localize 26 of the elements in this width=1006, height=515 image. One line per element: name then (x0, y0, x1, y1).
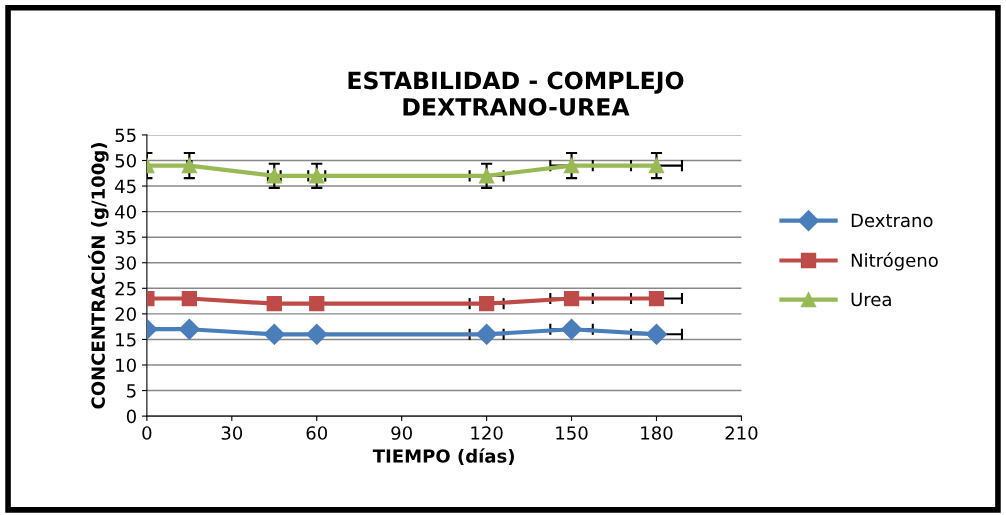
y-tick-label: 5 (127, 384, 136, 398)
y-tick-label: 55 (115, 128, 136, 143)
x-tick-label: 210 (725, 426, 758, 440)
y-tick-label: 15 (116, 333, 136, 347)
legend-label: Dextrano (851, 213, 933, 228)
x-axis-title: TIEMPO (días) (372, 448, 514, 465)
x-tick-label: 60 (306, 426, 328, 440)
x-tick-label: 180 (641, 426, 673, 440)
chart-title: ESTABILIDAD - COMPLEJO DEXTRANO-UREA (348, 71, 684, 116)
y-tick-label: 10 (116, 358, 136, 373)
y-tick-label: 0 (126, 409, 136, 424)
y-tick-label: 45 (115, 179, 136, 194)
y-tick-label: 50 (115, 153, 136, 168)
x-tick-label: 90 (391, 426, 412, 440)
y-tick-label: 25 (115, 281, 136, 296)
y-tick-label: 20 (115, 307, 136, 321)
x-tick-label: 30 (221, 426, 243, 440)
y-tick-label: 30 (115, 256, 136, 270)
legend-label: Urea (851, 292, 891, 307)
y-tick-label: 40 (115, 205, 136, 219)
y-tick-label: 35 (115, 230, 136, 245)
x-tick-label: 120 (471, 426, 503, 440)
x-tick-label: 0 (142, 426, 152, 440)
x-tick-label: 150 (556, 426, 588, 440)
legend-label: Nitrógeno (851, 252, 938, 271)
y-axis-title: CONCENTRACIÓN (g/100g) (88, 143, 109, 409)
